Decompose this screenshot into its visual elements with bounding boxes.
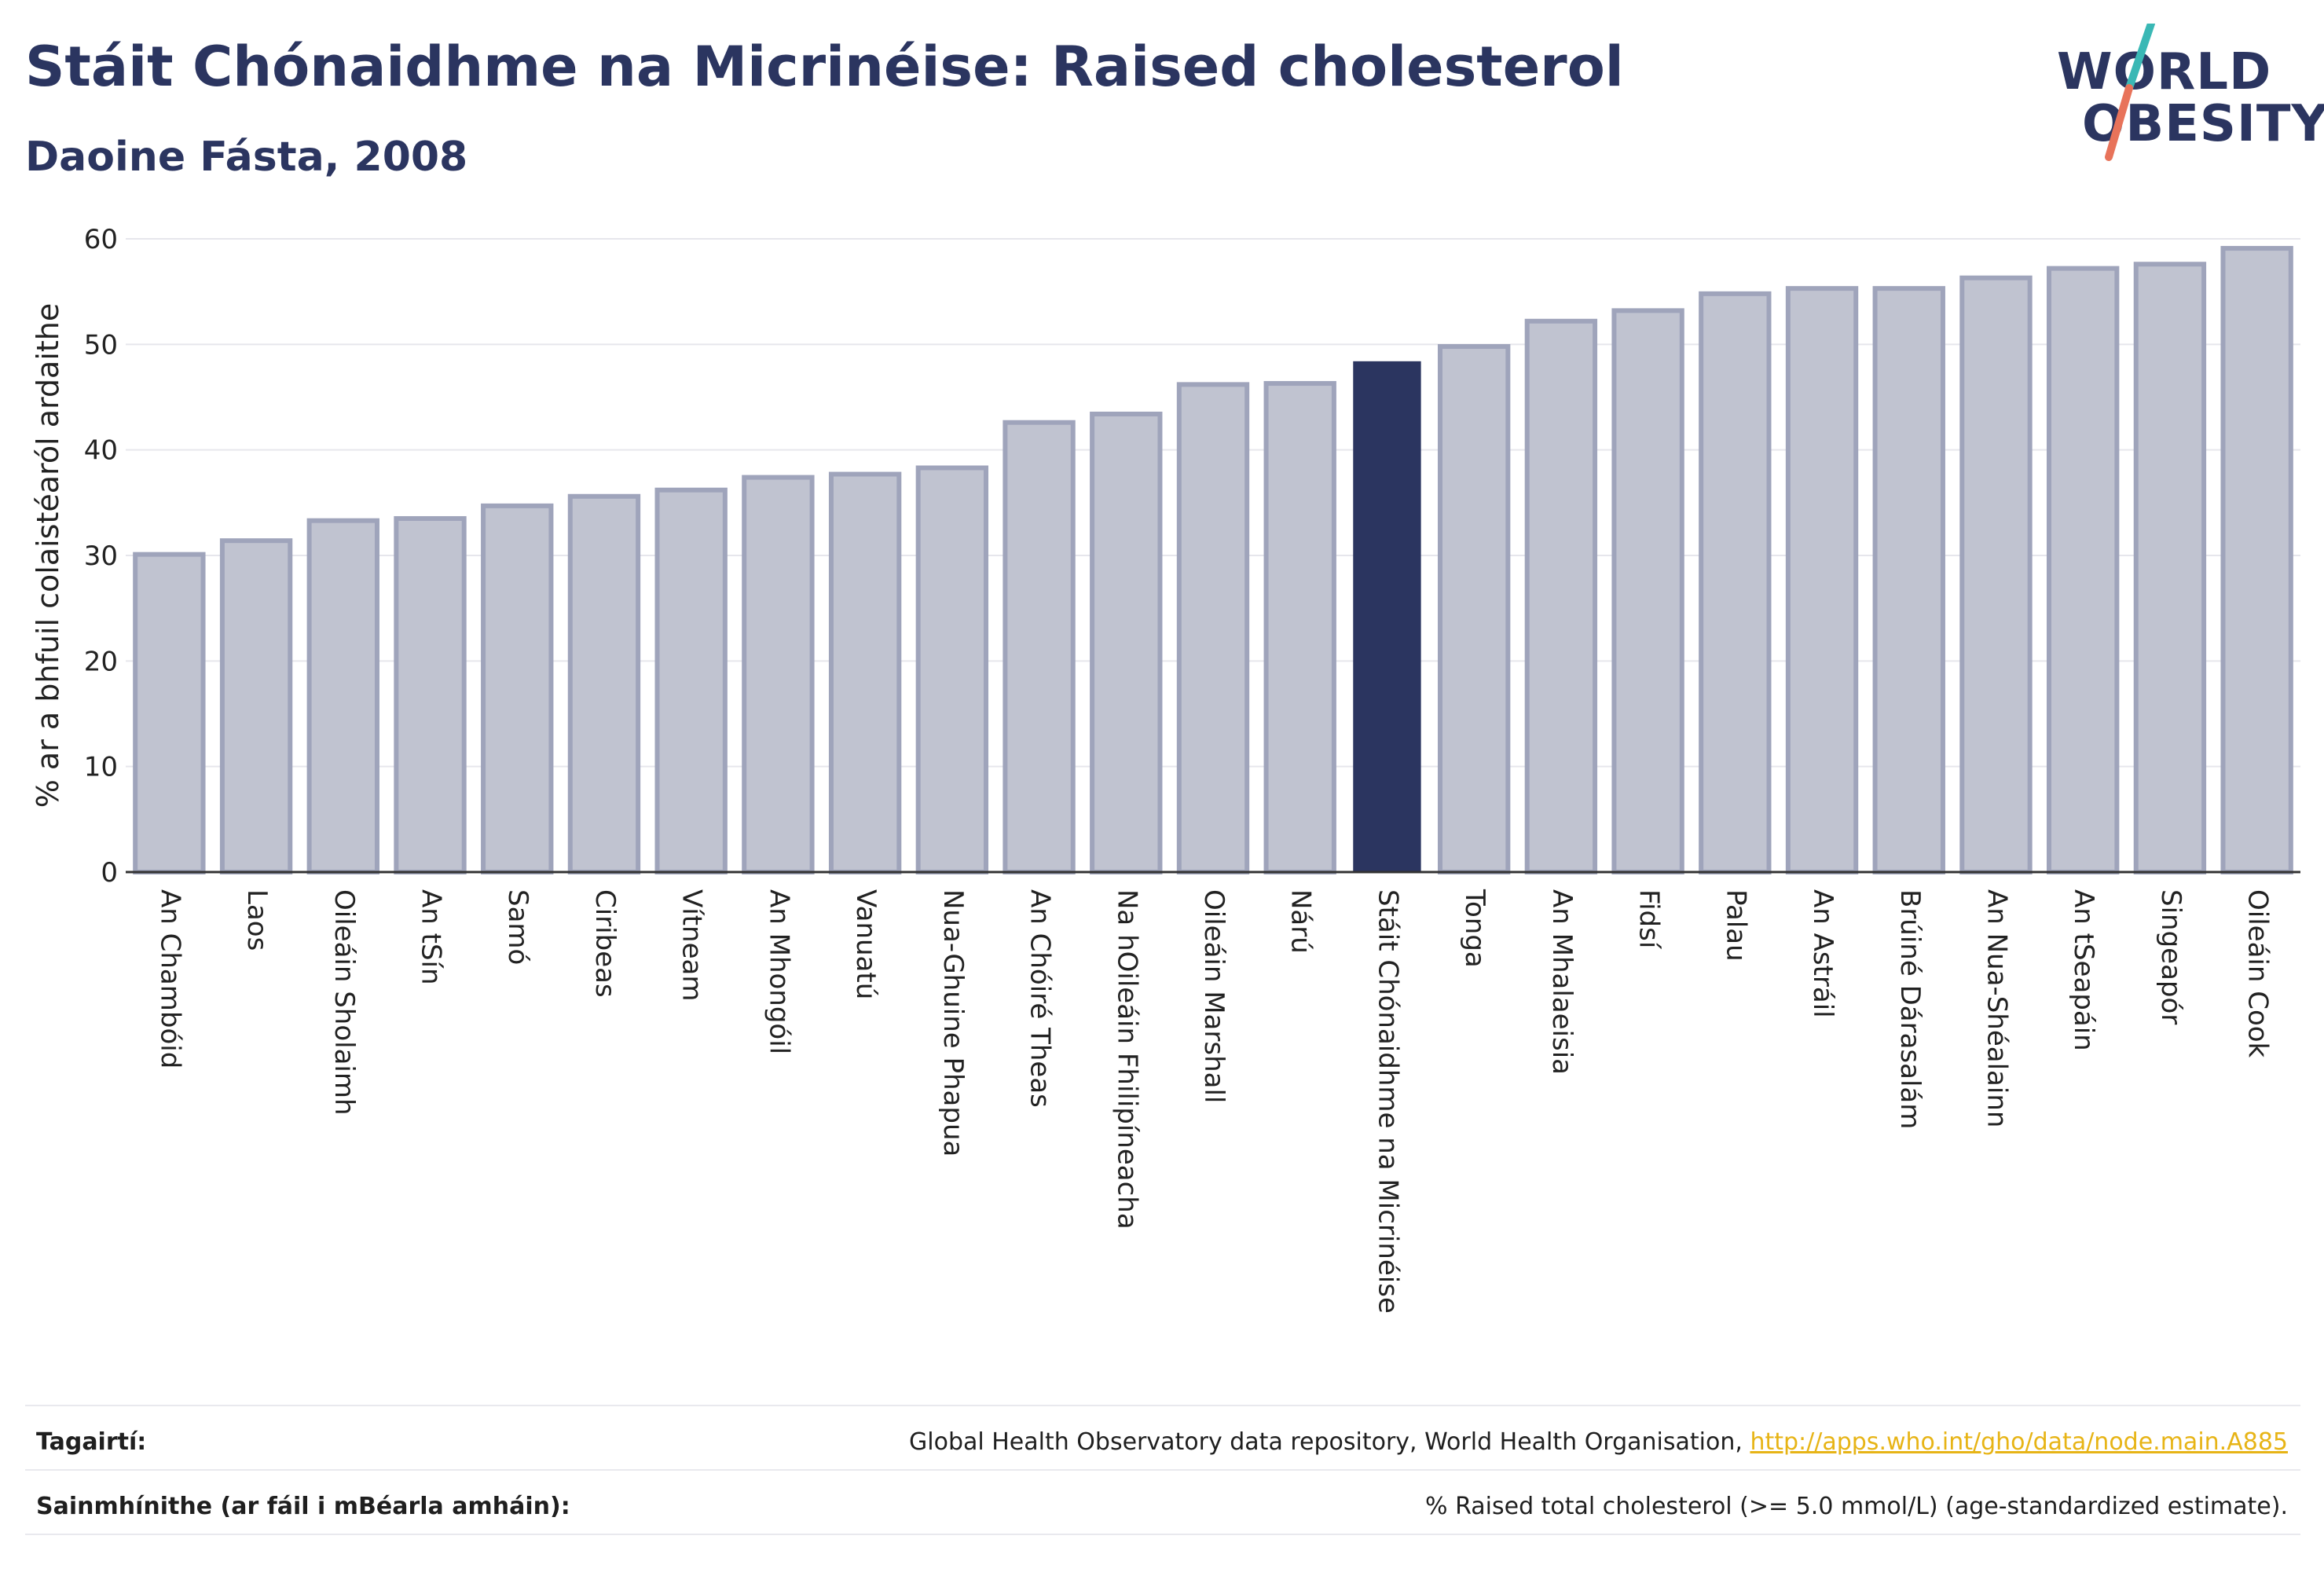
bar [394, 515, 467, 874]
bar [567, 493, 641, 874]
references-text: Global Health Observatory data repositor… [909, 1428, 1750, 1456]
bar [1263, 381, 1336, 874]
references-value: Global Health Observatory data repositor… [909, 1428, 2288, 1456]
bar [219, 538, 293, 875]
x-tick-label: An Nua-Shéalainn [1981, 889, 2012, 1127]
x-tick-label: Palau [1720, 889, 1751, 962]
y-tick-label: 0 [101, 857, 118, 889]
x-tick-label: Nua-Ghuine Phapua [937, 889, 969, 1156]
bar [915, 465, 989, 874]
x-tick-label: An Chambóid [154, 889, 185, 1068]
bar [1785, 286, 1859, 874]
x-tick-label: Oileáin Sholaimh [328, 889, 360, 1116]
bar [654, 487, 728, 874]
references-link[interactable]: http://apps.who.int/gho/data/node.main.A… [1750, 1428, 2288, 1456]
bar [306, 518, 379, 874]
bar [2133, 262, 2207, 874]
x-tick-label: Tonga [1459, 889, 1490, 968]
bar [1699, 291, 1772, 874]
footer-divider-bottom [25, 1534, 2300, 1535]
bar [1437, 344, 1511, 874]
bar-chart: 0 10 20 30 40 50 60 % ar a bhfuil colaistéaról … [31, 224, 2300, 1314]
bar [1090, 411, 1163, 874]
y-tick-label: 40 [84, 435, 118, 467]
x-tick-label: Na hOileáin Fhilipíneacha [1111, 889, 1142, 1230]
x-tick-label: Vítneam [676, 889, 708, 1001]
bar [1176, 382, 1250, 874]
definitions-value: % Raised total cholesterol (>= 5.0 mmol/… [1425, 1493, 2288, 1520]
footer-divider-top [25, 1405, 2300, 1406]
y-tick-label: 60 [84, 224, 118, 255]
definitions-label: Sainmhínithe (ar fáil i mBéarla amháin): [36, 1493, 570, 1520]
bar [1959, 275, 2033, 875]
y-tick-label: 10 [84, 752, 118, 783]
chart-subtitle: Daoine Fásta, 2008 [25, 134, 468, 181]
logo-line-1: WORLD [2057, 43, 2272, 101]
bar [742, 475, 815, 874]
x-tick-label: Samó [502, 889, 533, 965]
x-tick-label: An Mhalaeisia [1546, 889, 1578, 1075]
bar [828, 471, 902, 875]
x-tick-label: Oileáin Marshall [1198, 889, 1230, 1103]
x-tick-label: Oileáin Cook [2242, 889, 2274, 1058]
x-tick-label: An Astráil [1807, 889, 1838, 1018]
x-tick-label: An tSeapáin [2068, 889, 2099, 1051]
world-obesity-logo: WORLD OBESITY [2051, 24, 2324, 165]
bar [1524, 318, 1598, 874]
references-label: Tagairtí: [36, 1428, 147, 1456]
bar [1872, 286, 1945, 874]
chart-title: Stáit Chónaidhme na Micrinéise: Raised c… [25, 35, 1624, 99]
bar [133, 552, 206, 874]
x-tick-label: Ciribeas [589, 889, 621, 998]
x-tick-label: Laos [241, 889, 273, 951]
y-tick-label: 20 [84, 646, 118, 677]
y-tick-label: 30 [84, 541, 118, 572]
bar [1611, 308, 1684, 874]
x-tick-label: An Mhongóil [763, 889, 794, 1054]
x-tick-label: Nárú [1285, 889, 1317, 954]
x-tick-label: Brúiné Dárasalám [1894, 889, 1926, 1129]
x-tick-label: Fidsí [1633, 889, 1665, 950]
y-tick-label: 50 [84, 329, 118, 361]
logo-slash-icon [2105, 24, 2155, 161]
bar [2220, 246, 2293, 874]
bar [1353, 361, 1421, 872]
x-tick-label: Vanuatú [850, 889, 882, 999]
x-tick-label: Singeapór [2155, 889, 2187, 1024]
y-axis-label: % ar a bhfuil colaistéaról ardaithe [31, 303, 65, 808]
x-tick-label: An tSín [416, 889, 447, 985]
x-tick-label: An Chóiré Theas [1025, 889, 1056, 1108]
bar [2047, 266, 2120, 874]
bar [1003, 420, 1076, 874]
footer-divider-middle [25, 1469, 2300, 1471]
x-tick-label: Stáit Chónaidhme na Micrinéise [1372, 889, 1403, 1314]
bar [481, 503, 554, 874]
